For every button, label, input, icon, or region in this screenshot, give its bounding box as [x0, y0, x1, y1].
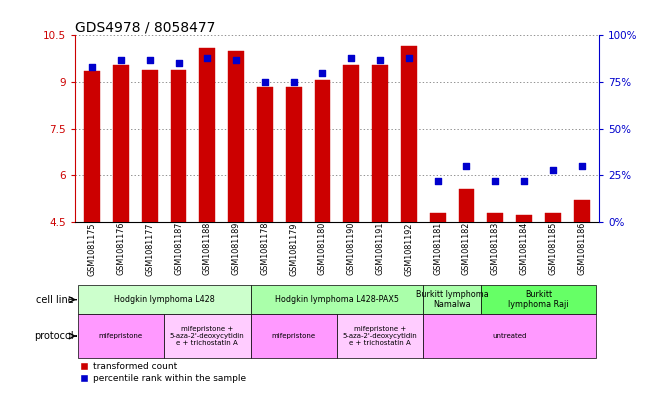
Bar [171, 70, 186, 222]
Text: GSM1081185: GSM1081185 [548, 222, 557, 275]
Text: GSM1081176: GSM1081176 [117, 222, 126, 275]
Text: GSM1081188: GSM1081188 [203, 222, 212, 275]
Bar [458, 189, 475, 222]
Text: GSM1081184: GSM1081184 [519, 222, 529, 275]
Bar [199, 48, 215, 222]
Bar [430, 213, 445, 222]
Point [116, 57, 126, 63]
Bar [84, 71, 100, 222]
Bar [401, 46, 417, 222]
Text: GSM1081177: GSM1081177 [145, 222, 154, 275]
Bar [343, 65, 359, 222]
Point [173, 60, 184, 66]
Bar [488, 213, 503, 222]
Text: Burkitt lymphoma
Namalwa: Burkitt lymphoma Namalwa [416, 290, 488, 309]
Text: protocol: protocol [34, 331, 74, 341]
Text: Hodgkin lymphoma L428-PAX5: Hodgkin lymphoma L428-PAX5 [275, 295, 399, 304]
Bar [286, 87, 301, 222]
Text: GSM1081191: GSM1081191 [376, 222, 385, 275]
Text: GSM1081189: GSM1081189 [232, 222, 241, 275]
Bar [545, 213, 561, 222]
Bar [372, 65, 388, 222]
Text: GSM1081187: GSM1081187 [174, 222, 183, 275]
Text: mifepristone: mifepristone [99, 333, 143, 339]
Point [145, 57, 155, 63]
Text: GSM1081179: GSM1081179 [289, 222, 298, 275]
Text: Hodgkin lymphoma L428: Hodgkin lymphoma L428 [114, 295, 214, 304]
Text: mifepristone +
5-aza-2'-deoxycytidin
e + trichostatin A: mifepristone + 5-aza-2'-deoxycytidin e +… [342, 326, 417, 346]
Text: GSM1081180: GSM1081180 [318, 222, 327, 275]
Text: GSM1081182: GSM1081182 [462, 222, 471, 275]
Bar [77, 285, 251, 314]
Point [202, 55, 212, 61]
Bar [423, 314, 596, 358]
Text: GSM1081175: GSM1081175 [88, 222, 96, 275]
Point [260, 79, 270, 85]
Point [317, 70, 327, 76]
Point [576, 163, 587, 169]
Point [231, 57, 242, 63]
Text: GSM1081192: GSM1081192 [404, 222, 413, 275]
Bar [337, 314, 423, 358]
Point [404, 55, 414, 61]
Point [375, 57, 385, 63]
Bar [142, 70, 158, 222]
Bar [423, 285, 481, 314]
Bar [229, 51, 244, 222]
Text: GDS4978 / 8058477: GDS4978 / 8058477 [75, 20, 215, 34]
Bar [113, 65, 129, 222]
Text: cell line: cell line [36, 295, 74, 305]
Point [87, 64, 98, 70]
Text: GSM1081190: GSM1081190 [347, 222, 356, 275]
Bar [251, 285, 423, 314]
Text: Burkitt
lymphoma Raji: Burkitt lymphoma Raji [508, 290, 569, 309]
Point [519, 178, 529, 184]
Bar [257, 87, 273, 222]
Text: untreated: untreated [492, 333, 527, 339]
Bar [251, 314, 337, 358]
Text: GSM1081183: GSM1081183 [491, 222, 500, 275]
Point [547, 167, 558, 173]
Point [432, 178, 443, 184]
Text: mifepristone: mifepristone [271, 333, 316, 339]
Bar [314, 81, 331, 222]
Point [462, 163, 472, 169]
Point [490, 178, 501, 184]
Bar [164, 314, 251, 358]
Bar [77, 314, 164, 358]
Bar [516, 215, 532, 222]
Point [346, 55, 357, 61]
Text: GSM1081181: GSM1081181 [433, 222, 442, 275]
Legend: transformed count, percentile rank within the sample: transformed count, percentile rank withi… [79, 362, 246, 383]
Text: GSM1081186: GSM1081186 [577, 222, 586, 275]
Bar [481, 285, 596, 314]
Text: GSM1081178: GSM1081178 [260, 222, 270, 275]
Point [288, 79, 299, 85]
Text: mifepristone +
5-aza-2'-deoxycytidin
e + trichostatin A: mifepristone + 5-aza-2'-deoxycytidin e +… [170, 326, 245, 346]
Bar [574, 200, 590, 222]
